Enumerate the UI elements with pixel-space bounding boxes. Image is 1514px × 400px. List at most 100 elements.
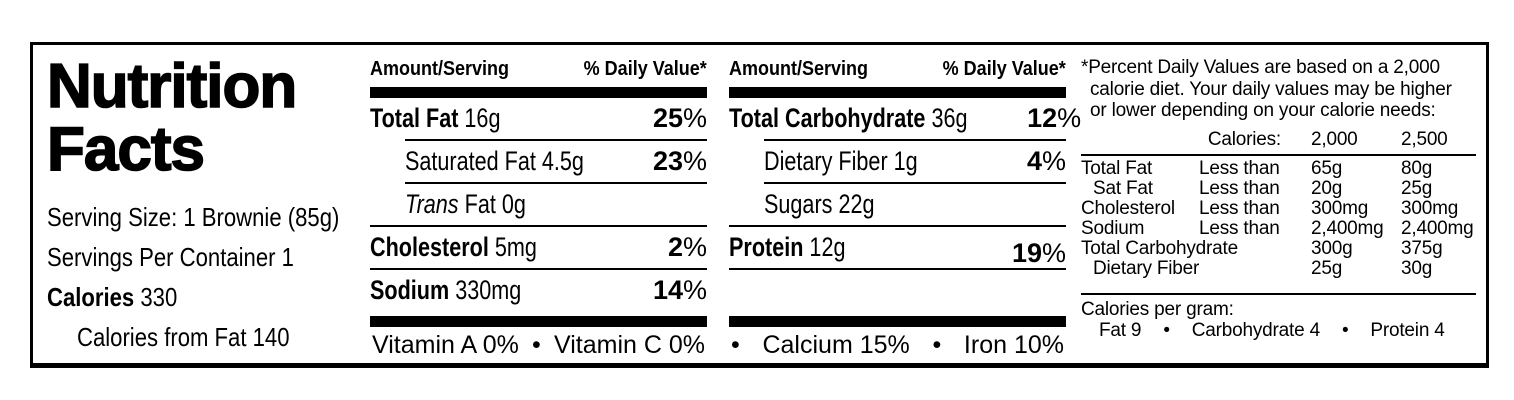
nutrient-amount: 4.5g [541,146,584,176]
bullet-separator: • [532,330,541,359]
dv-row-label: Total Carbohydrate [1081,237,1238,259]
daily-value: 4% [1026,146,1066,176]
carb-panel: Amount/Serving % Daily Value* Total Carb… [729,45,1081,363]
calcium: Calcium 15% [762,330,910,359]
iron: Iron 10% [963,330,1064,359]
row-saturated-fat: Saturated Fat 4.5g 23% [370,141,707,182]
nutrient-amount: 36g [931,103,968,133]
bullet-separator: • [1163,319,1170,341]
cpg-carbohydrate: Carbohydrate 4 [1191,319,1320,341]
nutrient-name: Total Carbohydrate [729,103,926,133]
calories-per-gram-label: Calories per gram: [1081,298,1234,320]
amount-serving-header: Amount/Serving [370,58,510,80]
calories-value: 330 [140,282,178,312]
dv-row-2500: 30g [1401,257,1433,279]
row-dietary-fiber: Dietary Fiber 1g 4% [729,141,1066,182]
calories-per-gram-values: Fat 9 • Carbohydrate 4 • Protein 4 [1081,320,1476,341]
serving-size: Serving Size: 1 Brownie (85g) [47,202,340,232]
divider [1081,292,1476,295]
nutrient-amount: 1g [893,146,918,176]
footnote-line: *Percent Daily Values are based on a 2,0… [1081,57,1440,78]
nutrient-amount: 22g [838,189,875,219]
divider [729,268,1066,270]
row-protein: Protein 12g 19% [729,227,1066,268]
dv-row-qualifier: Less than [1199,217,1280,239]
footnote-text: *Percent Daily Values are based on a 2,0… [1081,57,1476,122]
panel-header: Amount/Serving % Daily Value* [370,58,707,81]
footnote-line: calorie diet. Your daily values may be h… [1090,78,1452,100]
dv-table-header: Calories: 2,000 2,500 [1081,128,1476,150]
cpg-fat: Fat 9 [1099,319,1142,341]
col-2000-header: 2,000 [1311,128,1358,150]
divider [1081,153,1476,156]
bullet-separator: • [731,330,740,359]
daily-value-header: % Daily Value* [942,58,1066,80]
row-total-carbohydrate: Total Carbohydrate 36g 12% [729,98,1081,139]
daily-value: 2% [667,232,707,262]
servings-per-container: Servings Per Container 1 [47,242,294,272]
row-total-fat: Total Fat 16g 25% [370,98,707,139]
divider [764,139,1066,141]
nutrient-amount: 330mg [455,275,522,305]
divider [405,139,707,141]
amount-serving-header: Amount/Serving [729,58,869,80]
nutrient-amount: 5mg [494,232,537,262]
footnote-column: *Percent Daily Values are based on a 2,0… [1081,45,1486,363]
fat-panel: Amount/Serving % Daily Value* Total Fat … [370,45,707,363]
vitamin-a: Vitamin A 0% [372,330,519,359]
daily-value: 25% [652,103,707,133]
divider [405,182,707,184]
nutrient-name: Saturated Fat [405,146,536,176]
divider [370,268,707,270]
dv-row-label: Cholesterol [1081,197,1175,219]
row-trans-fat: Trans Fat 0g [370,184,707,225]
nutrient-name: Sodium [370,275,450,305]
nutrient-name: Dietary Fiber [764,146,888,176]
row-sodium: Sodium 330mg 14% [370,270,707,311]
nutrient-name: Sugars [764,189,833,219]
nutrient-name: Total Fat [370,103,459,133]
vitamins-row: Vitamin A 0% • Vitamin C 0% [370,327,707,363]
dv-row-2000: 20g [1311,177,1343,199]
panel-header: Amount/Serving % Daily Value* [729,58,1066,81]
dv-table: Total Fat Less than 65g 80g Sat Fat Less… [1081,157,1476,279]
thick-bar [370,87,707,98]
daily-value: 14% [652,275,707,305]
thick-bar [370,316,707,327]
calories-from-fat: Calories from Fat 140 [77,322,290,352]
nutrient-name: Protein [729,232,804,262]
divider [764,182,1066,184]
bullet-separator: • [932,330,942,359]
thick-bar [729,316,1066,327]
daily-value-header: % Daily Value* [583,58,707,80]
calories-line: Calories 330 [47,277,370,317]
vitamin-c: Vitamin C 0% [554,330,705,359]
row-sugars: Sugars 22g [729,184,1066,225]
dv-row-2500: 2,400mg [1401,217,1474,239]
divider [370,225,707,227]
dv-row-label: Sodium [1081,217,1145,239]
dv-row-2000: 300g [1311,237,1353,259]
calories-header: Calories: [1207,128,1281,150]
daily-value: 12% [1027,103,1082,133]
dv-row-qualifier: Less than [1199,177,1280,199]
nutrient-amount: 0g [501,189,526,219]
identity-column: Nutrition Facts Serving Size: 1 Brownie … [33,45,370,363]
cpg-protein: Protein 4 [1370,319,1445,341]
dv-row-qualifier: Less than [1199,197,1280,219]
dv-row-label: Dietary Fiber [1093,257,1200,279]
dv-row-2000: 300mg [1311,197,1369,219]
dv-row-2500: 300mg [1401,197,1459,219]
nutrient-amount: 16g [464,103,501,133]
dv-row-2000: 2,400mg [1311,217,1384,239]
nutrient-name: Cholesterol [370,232,489,262]
dv-row-2500: 25g [1401,177,1433,199]
nutrient-name-italic: Trans [405,189,459,219]
nutrition-facts-label: Nutrition Facts Serving Size: 1 Brownie … [30,42,1489,368]
dv-row-2500: 80g [1401,157,1433,179]
nutrient-name: Fat [464,189,496,219]
dv-row-label: Sat Fat [1093,177,1153,199]
dv-row-2000: 65g [1311,157,1343,179]
col-2500-header: 2,500 [1401,128,1448,150]
daily-value: 19% [1011,238,1066,268]
